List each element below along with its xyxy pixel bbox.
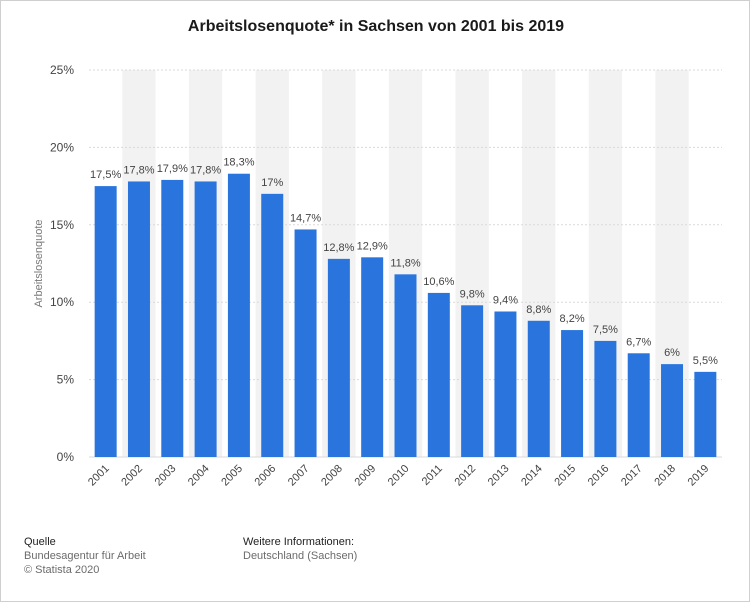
data-label: 6,7% [626,336,651,348]
x-tick-label: 2003 [153,463,179,489]
x-tick-label: 2018 [652,463,678,489]
x-tick-label: 2006 [253,463,279,489]
bar [494,311,517,457]
source-heading: Quelle [24,536,56,548]
data-label: 9,8% [460,288,485,300]
x-tick-label: 2016 [586,463,612,489]
x-tick-label: 2013 [486,463,512,489]
bar [127,181,150,457]
source-name: Bundesagentur für Arbeit [24,550,146,562]
x-tick-label: 2011 [420,463,445,488]
source-block: Quelle Bundesagentur für Arbeit © Statis… [24,535,146,577]
y-tick-label: 25% [50,63,74,77]
data-label: 17,5% [90,169,121,181]
data-label: 10,6% [423,276,454,288]
bar [527,320,550,457]
bar [427,292,450,457]
data-label: 17% [261,177,283,189]
data-label: 14,7% [290,212,321,224]
x-tick-label: 2012 [452,463,478,489]
y-axis-label: Arbeitslosenquote [33,219,45,307]
x-tick-label: 2007 [286,463,312,489]
data-label: 7,5% [593,324,618,336]
data-label: 8,8% [526,304,551,316]
data-label: 11,8% [390,257,421,269]
bar [94,186,117,457]
bar [194,181,217,457]
data-label: 12,9% [357,240,388,252]
x-tick-label: 2009 [353,463,379,489]
data-label: 6% [664,347,680,359]
bar [294,229,317,457]
data-label: 17,9% [157,163,188,175]
x-tick-label: 2002 [119,463,145,489]
bar [394,274,417,457]
data-label: 5,5% [693,355,718,367]
info-text: Deutschland (Sachsen) [243,550,358,562]
bar-chart: 0% 5% 10% 15% 20% 25% Arbeitslosenquote 17,5% 20… [33,63,722,489]
y-tick-label: 0% [57,450,75,464]
bar [561,330,584,457]
bar [327,258,350,457]
bar [594,340,617,457]
bar [461,305,484,457]
x-tick-label: 2001 [86,463,112,489]
data-label: 18,3% [223,157,254,169]
info-heading: Weitere Informationen: [243,536,355,548]
data-label: 17,8% [190,164,221,176]
y-tick-label: 5% [57,373,75,387]
bar [227,173,250,457]
data-label: 17,8% [123,164,154,176]
x-tick-label: 2005 [219,463,245,489]
copyright-text: © Statista 2020 [24,564,100,576]
y-tick-label: 20% [50,140,74,154]
bar [161,179,184,457]
x-tick-label: 2010 [386,463,412,489]
bar [361,257,384,457]
chart-title: Arbeitslosenquote* in Sachsen von 2001 b… [187,18,565,35]
x-tick-label: 2019 [686,463,712,489]
x-tick-label: 2004 [186,463,212,489]
bar [627,353,650,457]
bar [261,193,284,457]
data-label: 12,8% [323,242,354,254]
data-label: 8,2% [560,313,585,325]
data-label: 9,4% [493,294,518,306]
y-tick-label: 10% [50,295,74,309]
x-tick-label: 2015 [552,463,578,489]
info-block: Weitere Informationen: Deutschland (Sach… [243,535,357,563]
x-tick-label: 2014 [519,463,545,489]
bar [694,371,717,457]
x-tick-label: 2008 [319,463,345,489]
bar [661,364,684,457]
x-tick-label: 2017 [619,463,645,489]
y-tick-label: 15% [50,218,74,232]
